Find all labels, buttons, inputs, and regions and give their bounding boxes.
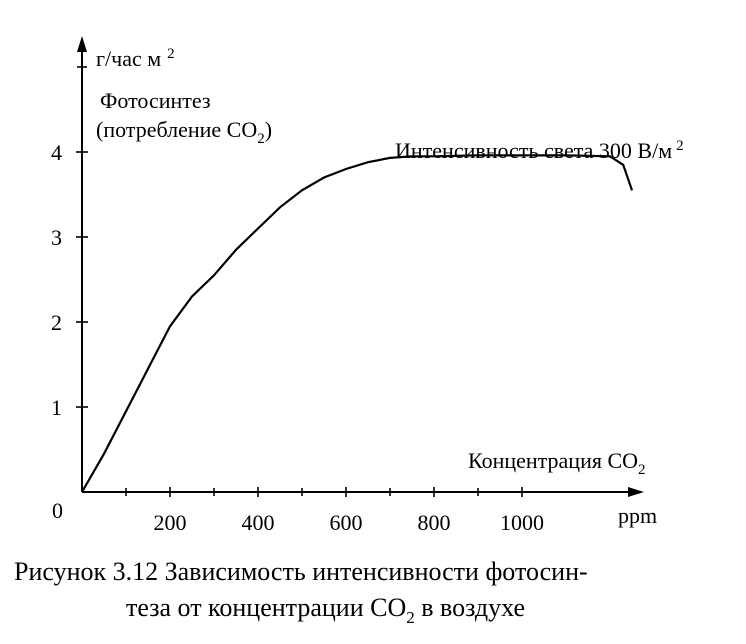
x-tick-label: 600 [330,510,363,535]
x-tick-label: 400 [242,510,275,535]
caption-line2-sub: 2 [406,608,415,627]
y-unit-exp: 2 [167,46,175,62]
x-tick-label: 800 [418,510,451,535]
x-title: Концентрация СО2 [468,448,646,478]
y-tick-label: 1 [51,395,62,420]
series-line [81,154,634,493]
ticks-group [76,66,523,497]
series-label-exp: 2 [676,138,684,154]
caption-line2-pre: теза от концентрации СО [126,593,406,622]
tick-labels-group: 200 400 600 800 1000 1 2 3 4 [51,140,544,535]
x-title-sub: 2 [638,462,646,478]
series-label-text: Интенсивность света 300 В/м [395,138,672,163]
caption-line1: Рисунок 3.12 Зависимость интенсивности ф… [14,557,588,586]
y-title-line2-pre: (потребление СО [96,117,257,142]
y-title-line2: (потребление СО2) [96,117,272,147]
y-tick-label: 4 [51,140,62,165]
y-unit-label: г/час м 2 [96,46,175,71]
y-unit-text: г/час м [96,46,161,71]
caption-line2-post: в воздухе [415,593,525,622]
origin-label: 0 [52,498,63,523]
series-label: Интенсивность света 300 В/м 2 [395,138,684,163]
y-tick-label: 2 [51,310,62,335]
caption-line2: теза от концентрации СО2 в воздухе [126,593,525,627]
y-title-line2-post: ) [265,117,272,142]
x-tick-label: 200 [154,510,187,535]
y-axis-arrow [77,36,87,52]
x-axis-arrow [628,487,644,497]
x-tick-label: 1000 [500,510,544,535]
y-title-line2-sub: 2 [257,131,265,147]
x-unit-label: ppm [618,503,657,528]
y-tick-label: 3 [51,225,62,250]
x-title-pre: Концентрация СО [468,448,638,473]
y-title-line1: Фотосинтез [100,88,211,113]
